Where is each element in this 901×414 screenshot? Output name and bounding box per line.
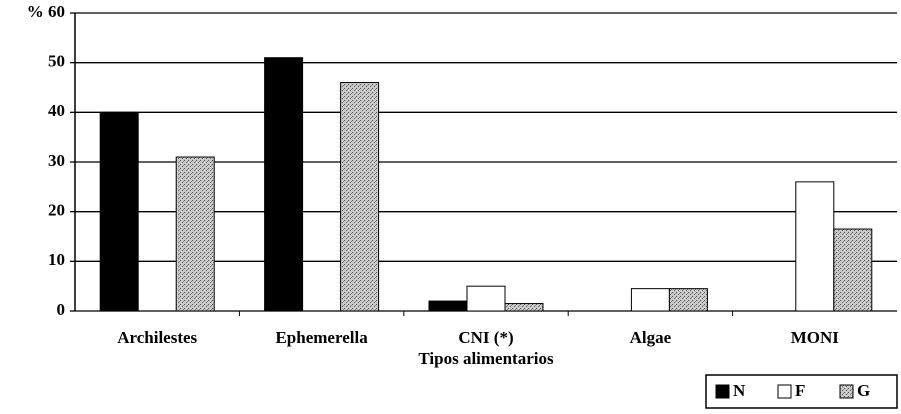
bar: [175, 156, 215, 312]
bar: [833, 228, 873, 312]
legend-label: N: [733, 381, 746, 400]
legend-swatch: [715, 384, 730, 399]
y-tick-label: 30: [48, 151, 65, 170]
y-tick-label: 40: [48, 101, 65, 120]
x-tick-label: Archilestes: [117, 328, 197, 347]
x-tick-label: Ephemerella: [275, 328, 368, 347]
legend-label: F: [795, 381, 805, 400]
bar: [428, 300, 468, 312]
bar: [504, 303, 544, 312]
y-tick-label: 10: [48, 250, 65, 269]
legend-swatch: [839, 384, 854, 399]
y-tick-label: 0: [57, 300, 66, 319]
legend-swatch: [777, 384, 792, 399]
bar: [466, 285, 506, 312]
bar: [264, 57, 304, 312]
y-tick-label: % 60: [27, 2, 65, 21]
bar: [795, 181, 835, 312]
x-axis-title: Tipos alimentarios: [418, 349, 554, 368]
bar: [99, 111, 139, 312]
bar: [668, 288, 708, 312]
legend-label: G: [857, 381, 870, 400]
y-tick-label: 20: [48, 201, 65, 220]
x-tick-label: Algae: [630, 328, 672, 347]
x-tick-label: CNI (*): [458, 328, 513, 347]
bar: [630, 288, 670, 312]
y-tick-label: 50: [48, 52, 65, 71]
bar: [340, 82, 380, 312]
x-tick-label: MONI: [791, 328, 840, 347]
legend-box: [705, 374, 898, 409]
